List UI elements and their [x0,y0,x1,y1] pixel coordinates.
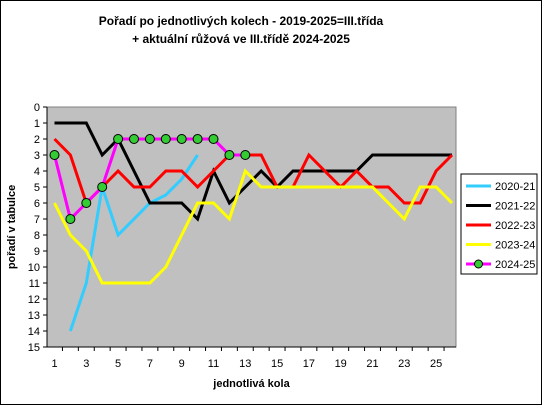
y-tick-label: 6 [34,198,40,210]
x-tick-label: 1 [51,358,57,370]
series-point-2024-25 [65,214,76,224]
x-tick-label: 25 [430,358,442,370]
series-point-2024-25 [176,134,187,144]
y-tick-label: 9 [34,246,40,258]
x-axis-title: jednotlivá kola [212,378,290,390]
x-tick-label: 9 [179,358,185,370]
legend-entry: 2023-24 [495,240,535,252]
series-point-2024-25 [113,134,124,144]
legend-entry: 2022-23 [495,220,535,232]
y-tick-label: 3 [34,150,40,162]
y-tick-label: 5 [34,182,40,194]
y-tick-label: 7 [34,214,40,226]
series-point-2024-25 [81,198,92,208]
series-point-2024-25 [49,150,60,160]
series-point-2024-25 [160,134,171,144]
x-tick-label: 3 [83,358,89,370]
series-point-2024-25 [192,134,203,144]
legend-entry: 2024-25 [495,259,535,271]
y-tick-label: 15 [28,342,40,354]
x-tick-label: 15 [271,358,283,370]
series-line-2022-23 [53,137,454,206]
series-point-2024-25 [240,150,251,160]
y-tick-label: 13 [28,310,40,322]
legend-entry: 2021-22 [495,201,535,213]
series-layer [49,121,454,332]
x-tick-label: 7 [147,358,153,370]
y-tick-label: 10 [28,262,40,274]
chart-title: Pořadí po jednotlivých kolech - 2019-202… [99,14,384,28]
x-tick-label: 17 [303,358,315,370]
x-tick-label: 13 [239,358,251,370]
series-point-2024-25 [224,150,235,160]
series-point-2024-25 [144,134,155,144]
legend: 2020-21 2021-22 2022-23 2023-24 2024-25 [460,173,538,275]
legend-marker [474,259,483,269]
series-point-2024-25 [97,182,108,192]
x-tick-label: 11 [208,358,219,370]
y-tick-label: 1 [34,118,40,130]
x-tick-label: 19 [335,358,347,370]
series-line-2020-21 [68,154,199,332]
chart-subtitle: + aktuální růžová ve III.třídě 2024-2025 [132,32,350,46]
plot-area [46,106,457,348]
y-axis-title: pořadí v tabulce [6,185,18,269]
series-point-2024-25 [208,134,219,144]
y-tick-label: 0 [34,102,40,114]
legend-entry: 2020-21 [495,181,535,193]
series-line-2023-24 [53,168,454,285]
x-tick-label: 5 [115,358,121,370]
y-tick-label: 8 [34,230,40,242]
y-tick-label: 11 [29,278,40,290]
series-point-2024-25 [129,134,139,144]
x-tick-label: 21 [366,358,378,370]
y-tick-label: 2 [34,134,40,146]
y-tick-label: 12 [28,294,40,306]
y-tick-label: 4 [34,166,40,178]
y-tick-label: 14 [28,326,40,338]
x-tick-label: 23 [398,358,410,370]
